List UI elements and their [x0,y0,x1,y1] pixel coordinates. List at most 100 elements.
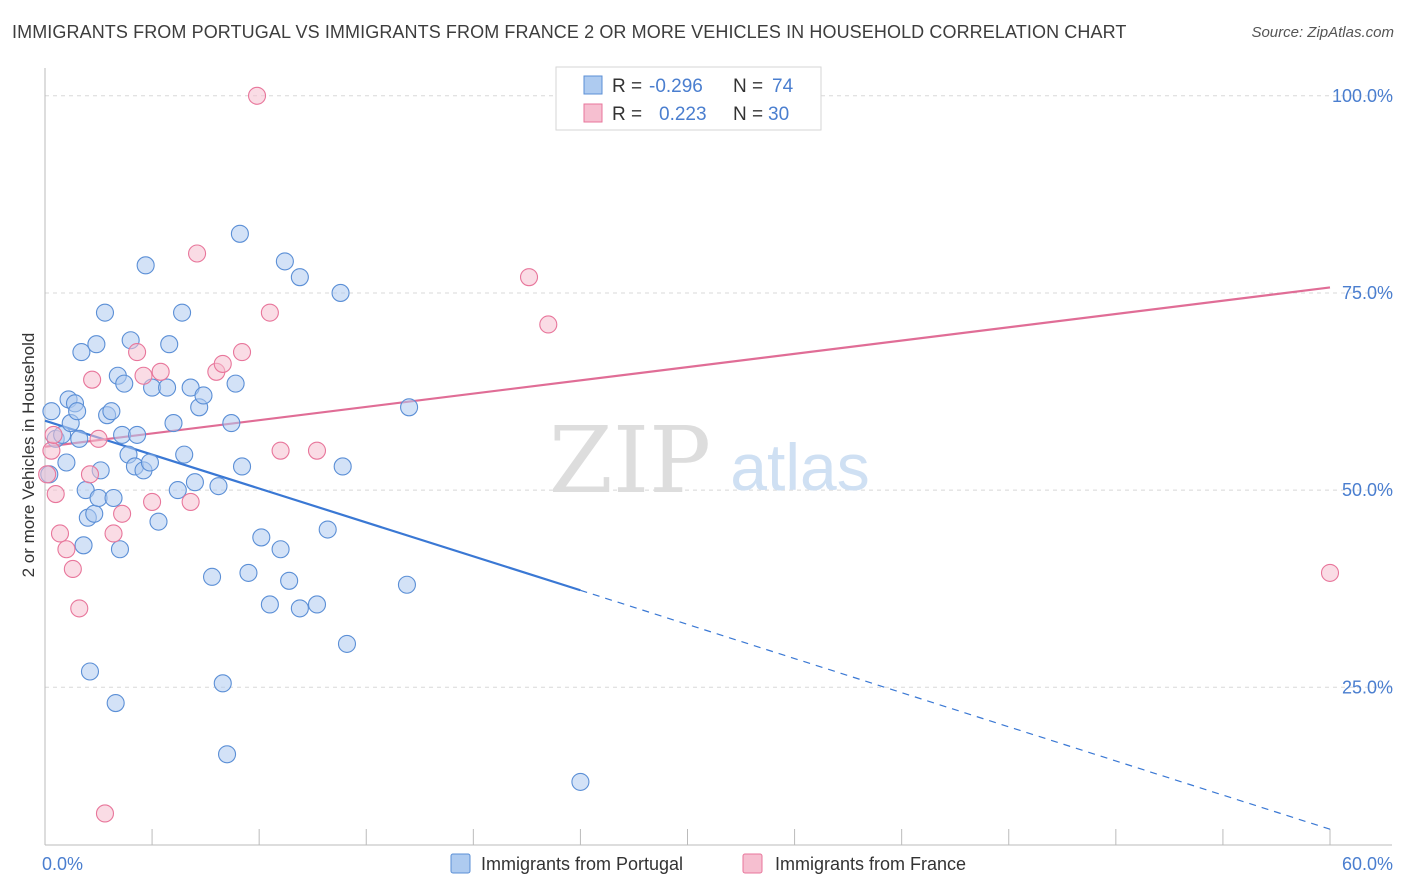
portugal-point-40 [168,481,187,500]
legend-r-label-1: R = [612,76,642,97]
stats-legend: R = -0.296 N = 74 R = 0.223 N = 30 [555,66,822,131]
portugal-point-51 [222,414,241,433]
portugal-point-23 [106,693,125,713]
legend-r-value-1: -0.296 [649,76,703,97]
legend-r-value-2: 0.223 [659,104,707,125]
france-point-18 [181,492,200,511]
y-tick-label-3: 100.0% [1332,86,1393,106]
france-point-2 [44,425,63,444]
portugal-point-27 [115,374,134,393]
series-legend-label-portugal: Immigrants from Portugal [481,854,683,874]
portugal-point-46 [194,386,213,405]
y-tick-label-1: 50.0% [1342,480,1393,500]
portugal-point-15 [85,504,104,523]
portugal-point-61 [290,268,309,287]
portugal-point-42 [175,445,194,464]
portugal-point-36 [149,512,168,531]
portugal-point-66 [333,457,352,476]
portugal-point-10 [72,343,91,362]
x-tick-label-start: 0.0% [42,854,83,874]
france-point-24 [260,303,279,322]
france-point-6 [63,559,82,579]
trendline-france [44,286,1331,448]
y-tick-label-0: 25.0% [1342,677,1393,697]
trendline-portugal-dashed [580,589,1331,830]
portugal-point-53 [230,224,249,243]
portugal-point-14 [80,662,100,681]
portugal-point-1 [42,402,61,421]
france-point-16 [143,492,162,511]
portugal-point-21 [102,402,121,421]
portugal-point-34 [140,453,159,472]
series-legend: Immigrants from Portugal Immigrants from… [450,853,966,874]
france-point-15 [134,366,153,385]
portugal-point-57 [260,595,279,614]
portugal-point-63 [307,595,327,614]
france-point-12 [104,524,123,543]
france-point-28 [539,315,558,334]
portugal-point-55 [239,563,258,582]
watermark-zip: ZIP [549,407,711,514]
y-axis-label: 2 or more Vehicles in Household [19,333,38,578]
france-point-21 [213,354,232,373]
portugal-point-58 [271,540,290,559]
axes [44,68,1392,846]
legend-r-label-2: R = [612,104,642,125]
portugal-point-38 [160,335,179,354]
portugal-point-62 [290,599,309,618]
portugal-point-60 [280,571,299,590]
legend-swatch-portugal [583,75,603,95]
portugal-point-48 [209,477,228,496]
portugal-point-44 [185,473,204,492]
france-point-7 [70,599,89,618]
france-point-22 [232,343,252,362]
portugal-point-67 [337,634,357,653]
source-label: Source: ZipAtlas.com [1251,24,1394,41]
portugal-point-33 [136,256,155,275]
france-point-23 [247,86,267,105]
portugal-point-16 [87,335,106,354]
tick-labels: 25.0% 50.0% 75.0% 100.0% 0.0% 60.0% [42,86,1393,874]
portugal-point-4 [57,453,76,472]
france-point-27 [519,268,539,287]
france-point-5 [57,540,76,559]
portugal-point-69 [400,398,419,417]
portugal-point-31 [128,425,147,444]
france-point-4 [50,524,70,543]
series-legend-label-france: Immigrants from France [775,854,966,874]
gridlines [45,95,1392,688]
france-point-11 [95,804,115,823]
portugal-point-54 [232,457,252,476]
portugal-point-47 [203,567,222,586]
portugal-point-56 [252,528,271,547]
legend-swatch-france [583,103,603,123]
watermark-atlas: atlas [730,430,869,504]
portugal-point-39 [164,414,183,433]
france-point-30 [1320,563,1340,582]
portugal-point-52 [226,374,245,393]
portugal-point-50 [217,745,237,764]
portugal-point-49 [213,674,232,693]
portugal-point-37 [158,378,177,397]
france-point-8 [80,465,100,484]
france-point-26 [307,441,327,460]
y-tick-label-2: 75.0% [1342,283,1393,303]
france-point-25 [271,441,290,460]
france-point-14 [128,343,147,362]
series-legend-swatch-france [742,853,763,874]
legend-n-label-2: N = [733,104,763,125]
france-point-19 [188,244,207,263]
france-point-10 [89,429,108,448]
trendline-france-solid [44,286,1331,448]
portugal-point-11 [74,536,93,555]
legend-n-value-1: 74 [772,76,794,97]
france-point-3 [46,484,65,504]
points-portugal [40,224,590,791]
portugal-point-59 [275,252,294,271]
portugal-point-8 [68,402,87,421]
portugal-point-22 [104,488,123,508]
watermark: ZIP atlas [549,407,870,514]
portugal-point-68 [397,575,416,594]
portugal-point-65 [331,283,350,302]
